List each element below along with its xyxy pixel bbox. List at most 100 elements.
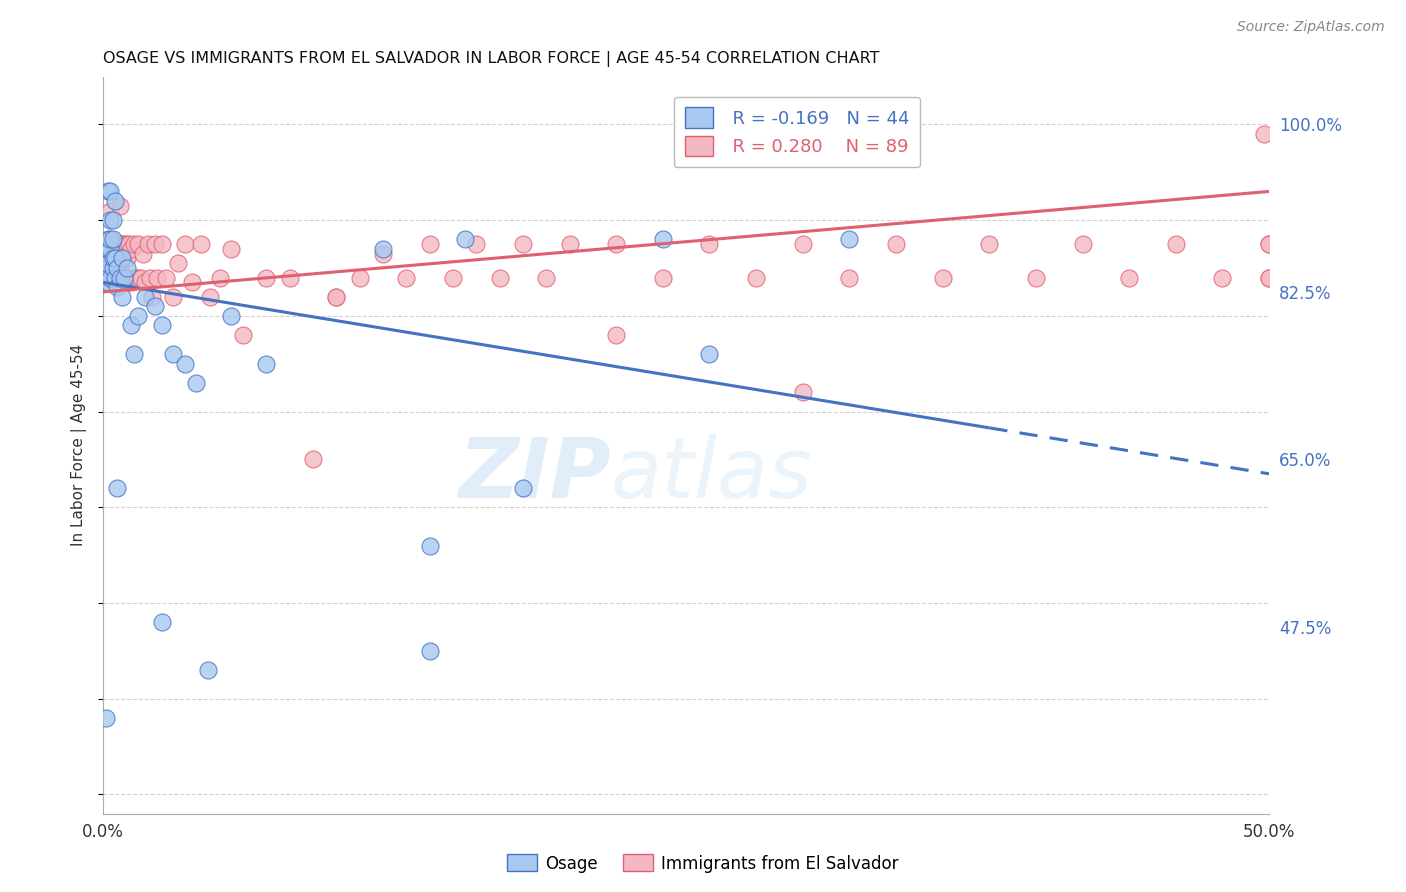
Point (325, 290, 347, 304)
Point (221, 309, 243, 323)
Point (1211, 270, 1233, 285)
Point (94, 711, 117, 725)
Y-axis label: In Labor Force | Age 45-54: In Labor Force | Age 45-54 (72, 344, 87, 546)
Point (111, 290, 134, 304)
Point (94, 242, 117, 256)
Point (931, 270, 953, 285)
Point (186, 376, 208, 390)
Point (101, 260, 124, 275)
Point (1071, 237, 1094, 252)
Point (558, 237, 581, 252)
Point (302, 452, 325, 467)
Point (1164, 237, 1187, 252)
Point (173, 357, 195, 371)
Point (101, 270, 124, 285)
Point (105, 242, 128, 256)
Point (605, 237, 627, 252)
Point (512, 481, 534, 495)
Point (98, 232, 121, 246)
Point (1258, 237, 1281, 252)
Point (111, 270, 134, 285)
Point (419, 644, 441, 658)
Point (1025, 270, 1047, 285)
Point (122, 270, 145, 285)
Point (111, 252, 134, 266)
Point (254, 270, 277, 285)
Point (651, 232, 673, 246)
Point (325, 290, 347, 304)
Point (162, 347, 184, 361)
Point (118, 237, 141, 252)
Point (371, 242, 394, 256)
Point (104, 270, 127, 285)
Point (699, 237, 721, 252)
Point (200, 290, 222, 304)
Point (190, 237, 212, 252)
Legend: Osage, Immigrants from El Salvador: Osage, Immigrants from El Salvador (501, 847, 905, 880)
Point (111, 237, 134, 252)
Point (979, 237, 1001, 252)
Point (651, 270, 673, 285)
Point (104, 194, 127, 208)
Point (1253, 127, 1275, 141)
Point (108, 237, 131, 252)
Point (1258, 270, 1281, 285)
Point (453, 232, 475, 246)
Point (101, 246, 124, 260)
Point (101, 213, 124, 227)
Point (254, 357, 277, 371)
Point (150, 318, 173, 333)
Point (97, 232, 120, 246)
Point (512, 237, 534, 252)
Point (94, 266, 117, 280)
Point (278, 270, 301, 285)
Point (108, 260, 131, 275)
Point (132, 246, 155, 260)
Point (349, 270, 371, 285)
Point (395, 270, 418, 285)
Point (143, 237, 166, 252)
Point (112, 270, 135, 285)
Text: Source: ZipAtlas.com: Source: ZipAtlas.com (1237, 20, 1385, 34)
Point (118, 270, 141, 285)
Point (111, 252, 134, 266)
Point (146, 270, 169, 285)
Point (97, 276, 120, 290)
Point (441, 270, 464, 285)
Point (104, 237, 127, 252)
Point (97, 242, 120, 256)
Point (208, 270, 231, 285)
Point (98, 266, 121, 280)
Point (419, 539, 441, 553)
Point (792, 385, 814, 400)
Point (166, 256, 188, 270)
Point (1258, 270, 1281, 285)
Point (173, 237, 195, 252)
Point (221, 242, 243, 256)
Point (98, 185, 121, 199)
Point (104, 246, 127, 260)
Point (104, 252, 127, 266)
Point (115, 260, 138, 275)
Point (162, 290, 184, 304)
Point (98, 270, 121, 285)
Point (97, 185, 120, 199)
Point (105, 280, 128, 294)
Point (98, 213, 121, 227)
Point (197, 663, 219, 677)
Point (112, 237, 135, 252)
Point (127, 309, 149, 323)
Point (112, 270, 135, 285)
Text: ZIP: ZIP (458, 434, 610, 515)
Point (1258, 237, 1281, 252)
Point (97, 246, 120, 260)
Point (115, 252, 138, 266)
Point (101, 237, 124, 252)
Point (104, 270, 127, 285)
Point (98, 203, 121, 218)
Point (884, 237, 907, 252)
Point (105, 481, 128, 495)
Point (101, 232, 124, 246)
Point (536, 270, 558, 285)
Point (180, 276, 202, 290)
